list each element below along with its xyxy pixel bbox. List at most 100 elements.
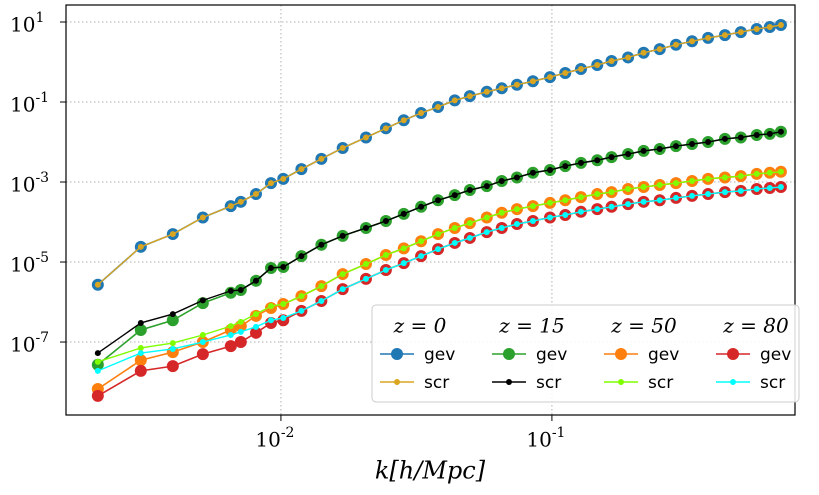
data-point [672, 194, 679, 201]
legend-marker [615, 348, 627, 360]
data-point [577, 159, 584, 166]
data-point [252, 191, 259, 198]
data-point [166, 314, 179, 327]
data-point [249, 326, 262, 339]
data-point [466, 93, 473, 100]
data-point [418, 110, 425, 117]
legend-label: gev [536, 345, 567, 365]
data-point [280, 264, 287, 271]
y-tick-label: 10-5 [10, 250, 49, 277]
data-point [227, 323, 234, 330]
data-point [737, 134, 744, 141]
data-point [705, 34, 712, 41]
legend-marker [730, 379, 736, 385]
data-point [94, 350, 101, 357]
data-point [689, 192, 696, 199]
data-point [252, 323, 259, 330]
data-point [382, 218, 389, 225]
data-point [705, 139, 712, 146]
data-point [451, 224, 458, 231]
data-point [656, 197, 663, 204]
data-point [705, 191, 712, 198]
data-point [625, 54, 632, 61]
data-point [577, 65, 584, 72]
data-point [547, 199, 554, 206]
data-point [252, 277, 259, 284]
data-point [562, 163, 569, 170]
data-point [777, 184, 784, 191]
data-point [483, 183, 490, 190]
data-point [362, 134, 369, 141]
data-point [400, 117, 407, 124]
data-point [169, 231, 176, 238]
data-point [466, 234, 473, 241]
data-point [672, 143, 679, 150]
data-point [400, 210, 407, 217]
data-point [498, 85, 505, 92]
data-point [362, 261, 369, 268]
data-point [721, 189, 728, 196]
data-point [547, 214, 554, 221]
data-point [169, 311, 176, 318]
data-point [134, 323, 147, 336]
data-point [94, 358, 101, 365]
data-point [224, 340, 237, 353]
data-point [169, 345, 176, 352]
data-point [318, 298, 325, 305]
data-point [166, 360, 179, 373]
legend-label: scr [424, 373, 449, 393]
data-point [339, 271, 346, 278]
data-point [466, 187, 473, 194]
legend-marker [394, 379, 400, 385]
data-point [382, 125, 389, 132]
data-point [594, 157, 601, 164]
data-point [625, 151, 632, 158]
data-point [91, 389, 104, 402]
data-point [362, 224, 369, 231]
data-point [777, 168, 784, 175]
data-point [529, 169, 536, 176]
data-point [237, 198, 244, 205]
data-point [199, 339, 206, 346]
data-point [339, 286, 346, 293]
data-point [298, 166, 305, 173]
data-point [280, 301, 287, 308]
data-point [134, 354, 147, 367]
data-point [237, 328, 244, 335]
legend-label: gev [424, 345, 455, 365]
data-point [529, 218, 536, 225]
data-point [94, 367, 101, 374]
data-point [400, 260, 407, 267]
data-point [418, 203, 425, 210]
data-point [137, 344, 144, 351]
data-point [362, 275, 369, 282]
data-point [267, 180, 274, 187]
data-point [608, 203, 615, 210]
data-point [280, 314, 287, 321]
data-point [267, 317, 274, 324]
data-point [451, 239, 458, 246]
legend-marker [618, 379, 624, 385]
data-point [498, 178, 505, 185]
data-point [608, 57, 615, 64]
data-point [766, 169, 773, 176]
data-point [513, 81, 520, 88]
data-point [594, 62, 601, 69]
data-point [766, 23, 773, 30]
data-point [435, 246, 442, 253]
y-tick-label: 10-1 [10, 90, 49, 117]
data-point [640, 184, 647, 191]
data-point [451, 97, 458, 104]
data-point [513, 174, 520, 181]
data-point [199, 214, 206, 221]
data-point [721, 174, 728, 181]
legend-group-title: z = 0 [393, 314, 447, 338]
data-point [656, 46, 663, 53]
data-point [400, 245, 407, 252]
data-point [451, 192, 458, 199]
data-point [94, 281, 101, 288]
data-point [227, 287, 234, 294]
x-axis-label: k[h/Mpc] [375, 457, 486, 485]
data-point [577, 194, 584, 201]
